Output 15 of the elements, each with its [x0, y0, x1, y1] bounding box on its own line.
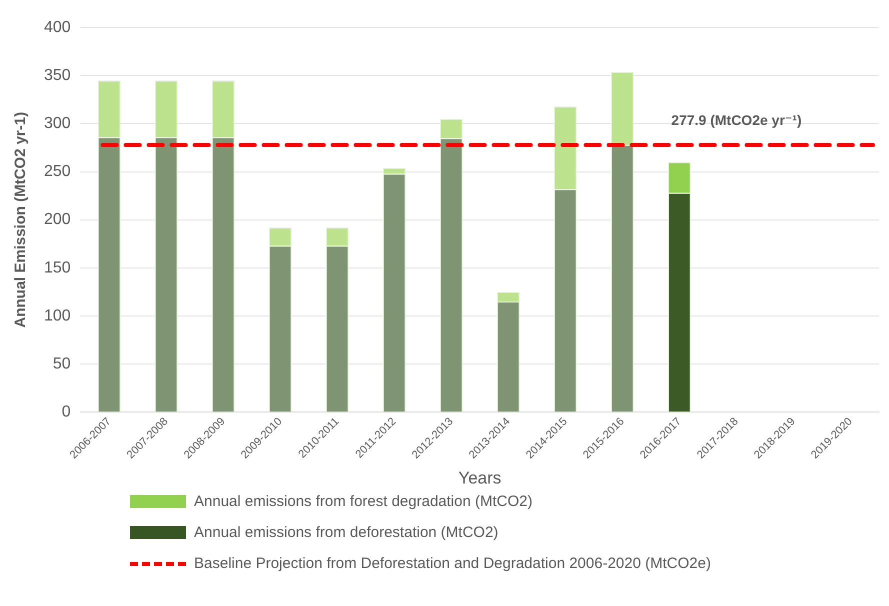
- y-tick-label: 0: [62, 403, 71, 420]
- legend-label: Baseline Projection from Deforestation and Degradation 2006-2020 (MtCO2e): [194, 555, 711, 572]
- y-tick-label: 200: [44, 211, 71, 228]
- x-axis-title: Years: [458, 468, 502, 488]
- y-tick-label: 400: [44, 19, 71, 36]
- y-tick-label: 50: [52, 355, 71, 372]
- y-axis-title: Annual Emission (MtCO2 yr-1): [12, 112, 30, 328]
- annotation: 277.9 (MtCO2e yr⁻¹): [671, 112, 802, 128]
- y-tick-label: 100: [44, 307, 71, 324]
- y-tick-label: 250: [44, 163, 71, 180]
- legend-label: Annual emissions from forest degradation (MtCO2): [194, 493, 532, 510]
- y-tick-label: 300: [44, 115, 71, 132]
- legend-label: Annual emissions from deforestation (MtCO2): [194, 524, 498, 541]
- y-tick-label: 150: [44, 259, 71, 276]
- y-tick-label: 350: [44, 67, 71, 84]
